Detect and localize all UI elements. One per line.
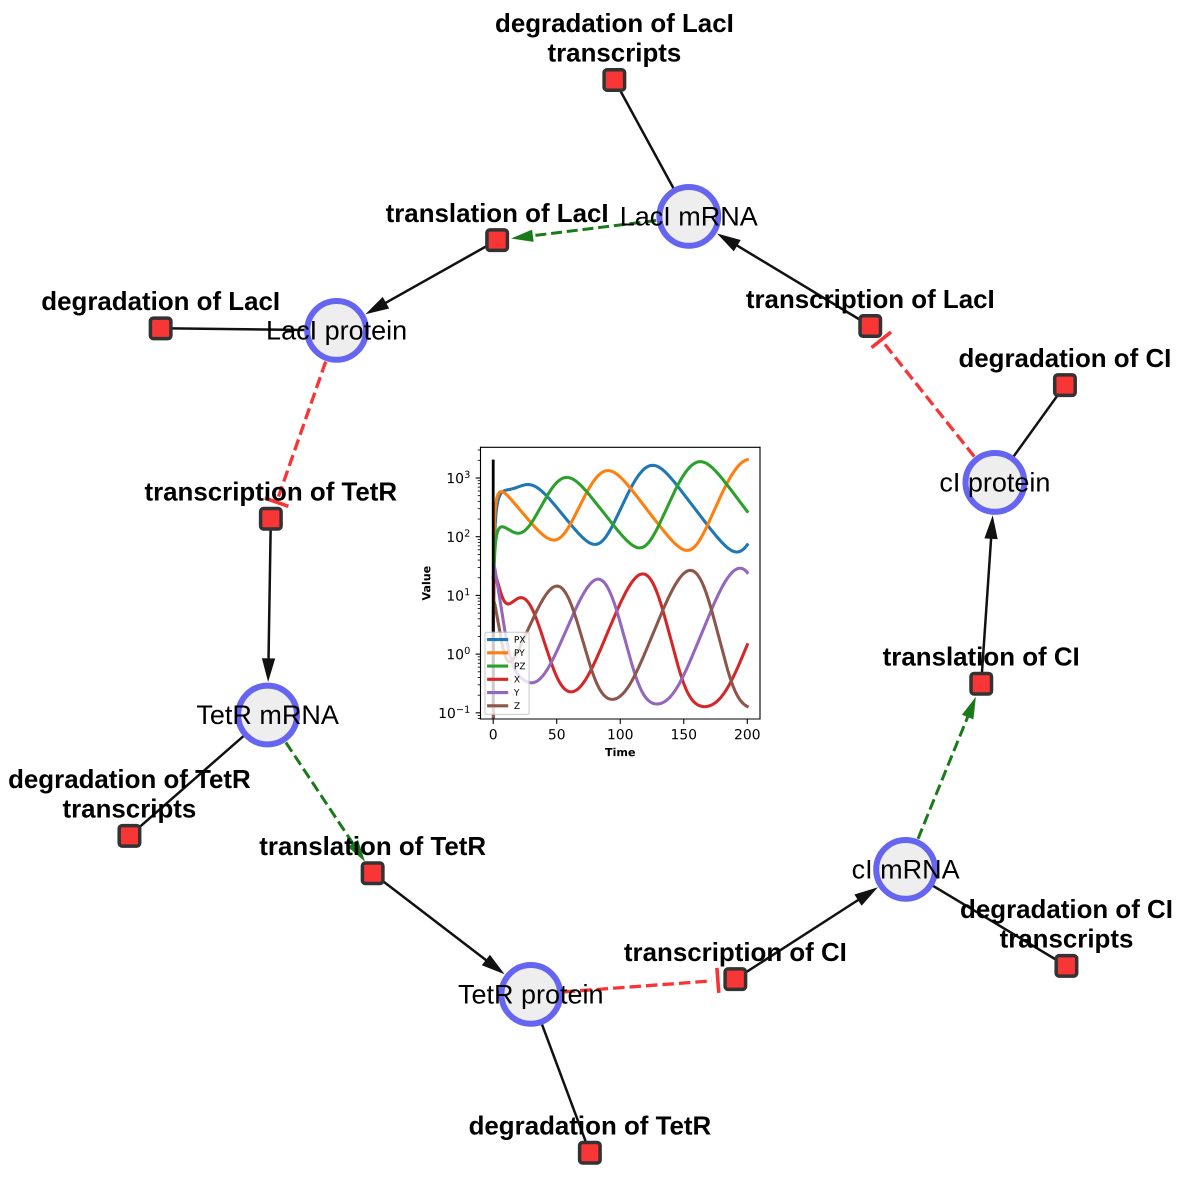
svg-text:translation of LacI: translation of LacI <box>386 200 609 228</box>
svg-text:transcription of CI: transcription of CI <box>624 939 847 967</box>
svg-text:cI protein: cI protein <box>939 468 1050 498</box>
svg-text:transcripts: transcripts <box>547 40 681 68</box>
svg-text:degradation of TetR: degradation of TetR <box>8 766 251 794</box>
svg-text:TetR mRNA: TetR mRNA <box>196 700 339 730</box>
svg-text:LacI protein: LacI protein <box>266 316 407 346</box>
svg-text:transcription of LacI: transcription of LacI <box>746 286 995 314</box>
svg-text:translation of TetR: translation of TetR <box>259 833 486 861</box>
svg-text:translation of CI: translation of CI <box>883 644 1080 672</box>
svg-text:transcription of TetR: transcription of TetR <box>144 479 397 507</box>
svg-text:degradation of CI: degradation of CI <box>958 345 1171 373</box>
svg-text:degradation of LacI: degradation of LacI <box>41 288 280 316</box>
svg-text:TetR protein: TetR protein <box>458 980 604 1010</box>
svg-text:degradation of TetR: degradation of TetR <box>469 1113 712 1141</box>
svg-text:transcripts: transcripts <box>1000 926 1134 954</box>
svg-text:degradation of CI: degradation of CI <box>960 896 1173 924</box>
svg-text:cI mRNA: cI mRNA <box>852 855 960 885</box>
svg-text:LacI mRNA: LacI mRNA <box>620 202 758 232</box>
svg-text:transcripts: transcripts <box>62 796 196 824</box>
svg-text:degradation of LacI: degradation of LacI <box>495 10 734 38</box>
